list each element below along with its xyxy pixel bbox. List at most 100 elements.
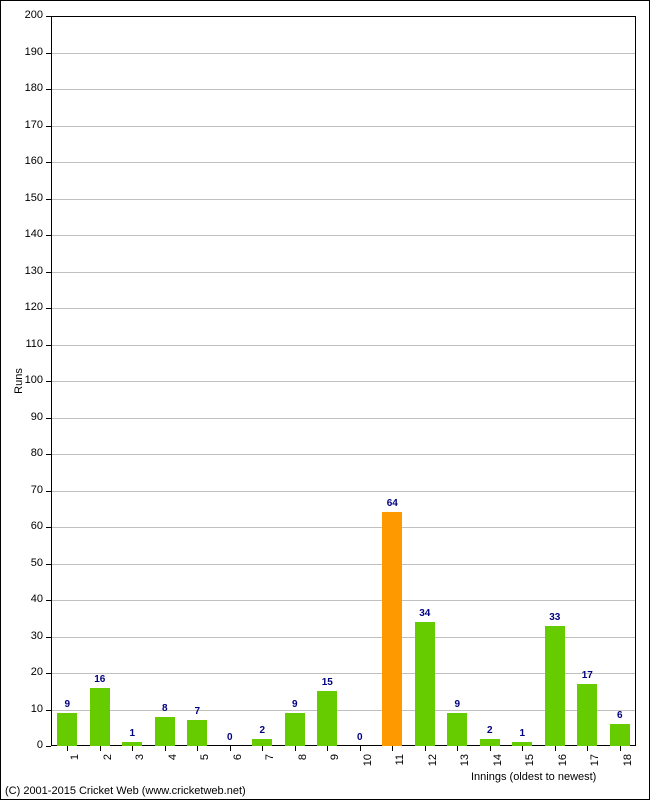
y-tick xyxy=(46,710,51,711)
bar-value-label: 34 xyxy=(410,608,440,619)
y-gridline xyxy=(52,381,635,382)
x-tick xyxy=(262,746,263,751)
bar xyxy=(285,713,305,746)
y-tick-label: 0 xyxy=(1,739,43,751)
bar-value-label: 17 xyxy=(572,670,602,681)
y-tick-label: 70 xyxy=(1,484,43,496)
bar xyxy=(577,684,597,746)
y-tick-label: 80 xyxy=(1,447,43,459)
x-tick-label: 8 xyxy=(297,754,309,784)
bar-value-label: 9 xyxy=(52,699,82,710)
y-tick-label: 30 xyxy=(1,630,43,642)
y-gridline xyxy=(52,308,635,309)
x-tick-label: 3 xyxy=(134,754,146,784)
y-tick-label: 60 xyxy=(1,520,43,532)
bar xyxy=(187,720,207,746)
y-tick xyxy=(46,418,51,419)
y-tick xyxy=(46,126,51,127)
x-tick xyxy=(67,746,68,751)
y-gridline xyxy=(52,345,635,346)
bar-value-label: 6 xyxy=(605,710,635,721)
y-tick-label: 40 xyxy=(1,593,43,605)
x-tick xyxy=(392,746,393,751)
y-gridline xyxy=(52,162,635,163)
x-tick-label: 13 xyxy=(459,754,471,784)
y-gridline xyxy=(52,418,635,419)
bar-value-label: 16 xyxy=(85,674,115,685)
y-tick xyxy=(46,673,51,674)
y-tick-label: 150 xyxy=(1,192,43,204)
x-axis-label: Innings (oldest to newest) xyxy=(471,771,596,783)
x-tick-label: 7 xyxy=(264,754,276,784)
bar xyxy=(382,512,402,746)
bar xyxy=(480,739,500,746)
x-tick xyxy=(197,746,198,751)
x-tick-label: 1 xyxy=(69,754,81,784)
y-gridline xyxy=(52,491,635,492)
y-tick-label: 180 xyxy=(1,82,43,94)
y-gridline xyxy=(52,235,635,236)
x-tick xyxy=(230,746,231,751)
y-tick xyxy=(46,345,51,346)
y-tick-label: 50 xyxy=(1,557,43,569)
bar-value-label: 15 xyxy=(312,677,342,688)
x-tick xyxy=(522,746,523,751)
chart-container: 0102030405060708090100110120130140150160… xyxy=(0,0,650,800)
y-gridline xyxy=(52,89,635,90)
bar-value-label: 1 xyxy=(507,728,537,739)
bar-value-label: 0 xyxy=(345,732,375,743)
y-gridline xyxy=(52,53,635,54)
x-tick-label: 9 xyxy=(329,754,341,784)
y-tick xyxy=(46,527,51,528)
x-tick xyxy=(457,746,458,751)
x-tick-label: 4 xyxy=(167,754,179,784)
y-gridline xyxy=(52,527,635,528)
x-tick-label: 10 xyxy=(362,754,374,784)
bar xyxy=(90,688,110,746)
y-tick xyxy=(46,162,51,163)
y-tick xyxy=(46,746,51,747)
x-tick xyxy=(490,746,491,751)
y-tick-label: 90 xyxy=(1,411,43,423)
x-tick-label: 5 xyxy=(199,754,211,784)
y-tick xyxy=(46,308,51,309)
bar xyxy=(155,717,175,746)
x-tick-label: 11 xyxy=(394,754,406,784)
y-tick xyxy=(46,199,51,200)
y-gridline xyxy=(52,272,635,273)
bar xyxy=(415,622,435,746)
y-tick-label: 140 xyxy=(1,228,43,240)
y-tick xyxy=(46,53,51,54)
y-axis-label: Runs xyxy=(13,368,25,394)
x-tick-label: 12 xyxy=(427,754,439,784)
y-tick xyxy=(46,637,51,638)
y-gridline xyxy=(52,454,635,455)
bar xyxy=(317,691,337,746)
y-tick-label: 200 xyxy=(1,9,43,21)
bar-value-label: 1 xyxy=(117,728,147,739)
bar-value-label: 64 xyxy=(377,498,407,509)
x-tick-label: 18 xyxy=(622,754,634,784)
y-tick xyxy=(46,235,51,236)
bar-value-label: 7 xyxy=(182,706,212,717)
x-tick xyxy=(425,746,426,751)
bar-value-label: 9 xyxy=(442,699,472,710)
x-tick-label: 6 xyxy=(232,754,244,784)
bar-value-label: 33 xyxy=(540,612,570,623)
y-gridline xyxy=(52,564,635,565)
y-tick xyxy=(46,454,51,455)
x-tick xyxy=(100,746,101,751)
y-tick-label: 110 xyxy=(1,338,43,350)
bar-value-label: 8 xyxy=(150,703,180,714)
bar-value-label: 0 xyxy=(215,732,245,743)
y-tick-label: 10 xyxy=(1,703,43,715)
y-tick-label: 20 xyxy=(1,666,43,678)
x-tick xyxy=(587,746,588,751)
y-tick-label: 170 xyxy=(1,119,43,131)
y-tick xyxy=(46,381,51,382)
bar xyxy=(610,724,630,746)
x-tick xyxy=(620,746,621,751)
y-tick xyxy=(46,16,51,17)
bar-value-label: 9 xyxy=(280,699,310,710)
x-tick xyxy=(165,746,166,751)
